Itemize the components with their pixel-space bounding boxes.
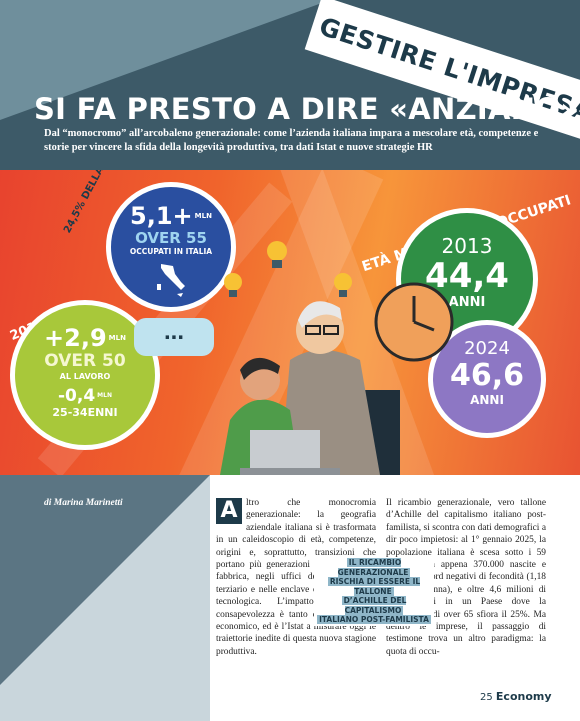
over55-label: OVER 55 (135, 229, 207, 247)
pull-quote-line: RISCHIA DI ESSERE IL TALLONE (327, 577, 421, 596)
over55-value: 5,1+ (130, 202, 193, 230)
byline: di Marina Marinetti (44, 498, 123, 508)
pull-quote-line: D’ACHILLE DEL CAPITALISMO (341, 596, 407, 615)
year-2013-value: 44,4 (425, 256, 509, 296)
over50-unit: MLN (108, 334, 126, 342)
article-column-2: Il ricambio generazionale, vero tallone … (386, 498, 546, 657)
over55-circle: 5,1+ MLN OVER 55 OCCUPATI IN ITALIA (106, 182, 236, 312)
year-2013-label: 2013 (441, 234, 493, 258)
lightbulb-icon (334, 273, 352, 297)
year-2024-unit: ANNI (470, 393, 504, 407)
over50-label: OVER 50 (44, 351, 126, 371)
over50-value: +2,9 (44, 324, 107, 352)
dropcap: A (216, 498, 242, 524)
magazine-logo: Economy (495, 690, 552, 703)
year-2024-value: 46,6 (449, 358, 525, 393)
page-number: 25 (480, 692, 493, 703)
workers-illustration (220, 301, 400, 475)
young-value: -0,4 (58, 386, 96, 406)
clock-icon (374, 282, 454, 362)
pull-quote: IL RICAMBIO GENERAZIONALE RISCHIA DI ESS… (314, 557, 434, 626)
page-footer: 25 Economy (480, 690, 552, 703)
lightbulb-icon (267, 241, 287, 268)
lightbulb-icon (224, 273, 242, 297)
article-intro: ltro che monocromia generazionale: la ge… (216, 498, 376, 657)
page-subtitle: Dal “monocromo” all’arcobaleno generazio… (44, 128, 539, 153)
over55-sub: OCCUPATI IN ITALIA (129, 247, 213, 256)
year-2013-unit: ANNI (448, 295, 486, 310)
infographic: 24,5% DELLA FORZA LAVORO ETÀ MEDIA DEGLI… (0, 170, 580, 475)
page-title: SI FA PRESTO A DIRE «ANZIANO» (34, 92, 580, 126)
year-2024-label: 2024 (464, 338, 510, 359)
over55-unit: MLN (194, 212, 212, 220)
pull-quote-line: IL RICAMBIO GENERAZIONALE (337, 558, 411, 577)
pull-quote-line: ITALIANO POST-FAMILISTA (317, 615, 431, 624)
over50-sub: AL LAVORO (59, 372, 111, 381)
young-label: 25-34ENNI (52, 406, 118, 419)
speech-bubble: ... (134, 318, 214, 356)
young-unit: MLN (97, 392, 112, 399)
italy-map-icon (157, 264, 185, 297)
